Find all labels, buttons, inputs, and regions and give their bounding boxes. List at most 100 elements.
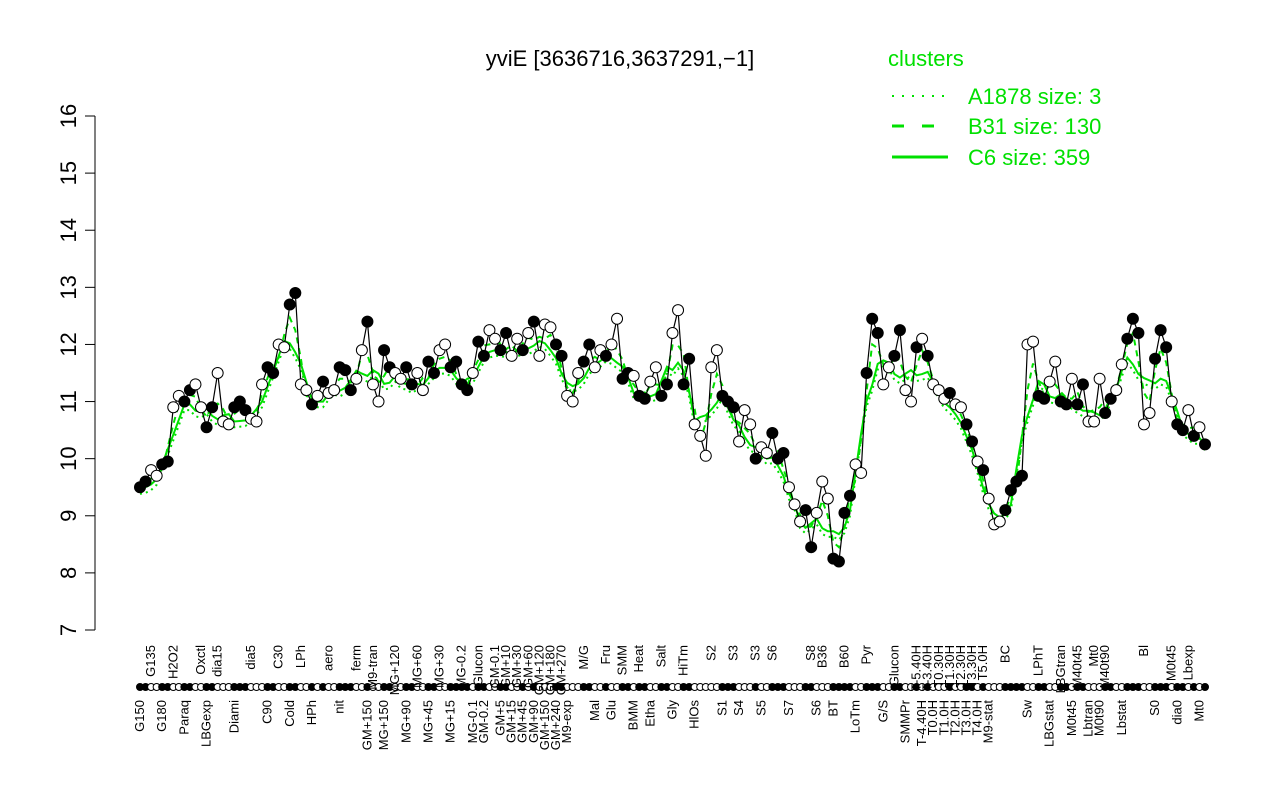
data-point <box>1126 312 1139 325</box>
x-tick-label: S4 <box>731 700 746 716</box>
x-tick-label: M0t45 <box>1064 700 1079 736</box>
data-point <box>533 349 546 362</box>
x-tick-label: SMM <box>615 645 630 675</box>
data-point <box>222 418 235 431</box>
x-tick-label: Glucon <box>886 645 901 686</box>
x-tick-label: MG+60 <box>409 645 424 688</box>
data-point <box>860 367 873 379</box>
data-point <box>699 449 712 462</box>
data-point <box>966 435 979 448</box>
x-tick-label: MG+90 <box>398 700 413 743</box>
cluster-line-a1878 <box>139 345 1206 542</box>
data-point <box>694 429 707 442</box>
data-point <box>1132 327 1145 340</box>
x-tick-label: Bl <box>1136 645 1151 657</box>
data-point <box>355 344 368 357</box>
data-point <box>599 349 612 362</box>
x-tick-labels: G150 G135 G180 H2O2 Paraq Oxctl LBGexp dia15 Dia… <box>132 644 1206 750</box>
x-tick-label: S3 <box>726 645 741 661</box>
data-point <box>206 401 219 414</box>
x-tick-label: S6 <box>809 700 824 716</box>
data-point <box>483 324 496 337</box>
x-tick-label: M9-tran <box>365 645 380 690</box>
data-point <box>439 338 452 351</box>
x-tick-label: GM+5 <box>493 700 508 736</box>
data-point <box>1104 392 1117 405</box>
data-point <box>799 504 812 517</box>
y-tick-label: 13 <box>56 275 81 299</box>
data-point <box>1160 341 1173 354</box>
data-point <box>505 349 518 362</box>
x-tick-label: S6 <box>764 645 779 661</box>
x-tick-label: Etha <box>642 699 657 727</box>
x-tick-label: S8 <box>803 645 818 661</box>
x-tick-label: Oxctl <box>193 645 208 675</box>
chart-title: yviE [3636716,3637291,−1] <box>486 46 755 71</box>
x-tick-label: C90 <box>260 700 275 724</box>
x-tick-label: S7 <box>781 700 796 716</box>
x-tick-label: T-4.40H <box>914 700 929 746</box>
data-point <box>189 378 202 391</box>
data-point <box>1060 398 1073 411</box>
data-point <box>311 389 324 402</box>
x-tick-label: GM+90 <box>526 700 541 743</box>
x-tick-label: Glu <box>603 700 618 720</box>
data-point <box>450 355 463 368</box>
data-point <box>677 378 690 391</box>
data-point <box>577 355 590 368</box>
data-point <box>461 384 474 397</box>
x-tick-label: T3.30H <box>964 645 979 688</box>
data-point <box>899 384 912 397</box>
data-point <box>877 378 890 391</box>
data-point <box>666 327 679 340</box>
x-tick-label: GM-0.1 <box>487 645 502 688</box>
data-point <box>1182 404 1195 417</box>
x-tick-label: G135 <box>143 645 158 677</box>
data-point <box>710 344 723 357</box>
data-point <box>1065 372 1078 385</box>
data-point <box>738 404 751 417</box>
data-point <box>1038 392 1051 405</box>
data-point <box>422 355 435 368</box>
data-point <box>361 315 374 328</box>
data-point <box>893 324 906 337</box>
data-point <box>1043 375 1056 388</box>
x-tick-label: LBGtran <box>1053 645 1068 693</box>
data-point <box>1093 372 1106 385</box>
x-tick-label: M0t90 <box>1092 700 1107 736</box>
data-point <box>644 375 657 388</box>
x-tick-label: S3 <box>748 645 763 661</box>
x-tick-label: T1.30H <box>942 645 957 688</box>
x-tick-label: Lbtran <box>1081 700 1096 737</box>
data-point <box>1071 398 1084 411</box>
data-point <box>844 489 856 502</box>
y-tick-label: 11 <box>56 390 81 413</box>
x-tick-label: MG-0.1 <box>465 700 480 743</box>
data-point <box>971 455 984 468</box>
x-tick-label: LBGexp <box>199 700 214 747</box>
data-point <box>866 312 879 325</box>
data-point <box>522 327 535 340</box>
x-tick-label: G/S <box>875 700 890 723</box>
data-point <box>161 455 174 468</box>
legend-entry-c6: C6 size: 359 <box>968 145 1090 170</box>
data-point <box>1004 484 1017 497</box>
x-tick-label: M0t45 <box>1164 645 1179 681</box>
x-tick-label: T4.0H <box>970 700 985 735</box>
data-point <box>167 401 180 414</box>
x-tick-label: B36 <box>814 645 829 668</box>
data-point <box>766 426 779 439</box>
data-point <box>1115 358 1128 371</box>
data-point <box>250 415 263 428</box>
data-point <box>366 378 379 391</box>
data-point <box>655 389 668 402</box>
data-point <box>1099 406 1112 419</box>
y-tick-label: 12 <box>56 332 81 356</box>
x-tick-label: S0 <box>1147 700 1162 716</box>
x-tick-label: GM+120 <box>531 645 546 695</box>
x-tick-label: LoTm <box>848 700 863 733</box>
data-point <box>1049 355 1062 368</box>
x-tick-label: GM+150 <box>537 700 552 750</box>
x-tick-label: T3.0H <box>958 700 973 735</box>
x-tick-label: Sw <box>1020 699 1035 718</box>
